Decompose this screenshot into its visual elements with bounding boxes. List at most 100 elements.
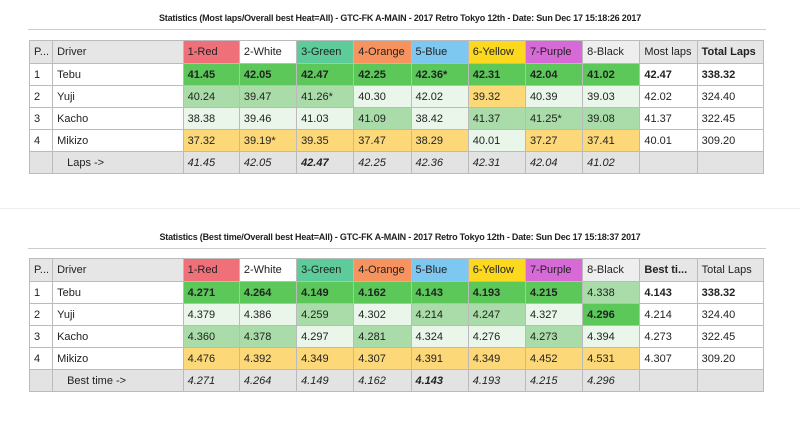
summary-empty-cell	[639, 151, 698, 174]
lane-result-cell: 40.30	[353, 85, 412, 108]
summary-lane-cell: 4.193	[467, 369, 526, 392]
summary-empty-cell	[696, 369, 765, 392]
lane-result-cell: 42.25	[353, 63, 412, 86]
column-header-lane-red[interactable]: 1-Red	[182, 40, 240, 64]
lane-result-cell: 4.360	[182, 325, 240, 348]
best-time-table: P... Driver 1-Red 2-White 3-Green 4-Orange 5-B…	[28, 258, 765, 392]
summary-lane-cell: 42.25	[353, 151, 412, 174]
column-header-total-laps[interactable]: Total Laps	[696, 258, 765, 282]
lane-result-cell: 37.27	[524, 129, 584, 152]
lane-result-cell: 41.02	[582, 63, 641, 86]
lane-result-cell: 39.47	[238, 85, 298, 108]
column-header-lane-white[interactable]: 2-White	[238, 40, 298, 64]
stats-title-best-time: Statistics (Best time/Overall best Heat=…	[159, 232, 641, 242]
lane-result-cell: 4.271	[182, 281, 240, 304]
column-header-lane-black[interactable]: 8-Black	[582, 40, 641, 64]
lane-result-cell: 4.392	[238, 347, 298, 370]
position-cell: 3	[28, 325, 54, 348]
lane-result-cell: 42.05	[238, 63, 298, 86]
summary-lane-cell: 4.296	[582, 369, 641, 392]
lane-result-cell: 4.302	[353, 303, 412, 326]
column-header-position[interactable]: P...	[28, 258, 54, 282]
lane-result-cell: 41.25*	[524, 107, 584, 130]
column-header-total-laps[interactable]: Total Laps	[696, 40, 765, 64]
driver-cell: Kacho	[52, 107, 184, 130]
column-header-lane-blue[interactable]: 5-Blue	[410, 258, 469, 282]
total-laps-cell: 322.45	[696, 325, 765, 348]
driver-cell: Tebu	[52, 281, 184, 304]
lane-result-cell: 4.193	[467, 281, 526, 304]
driver-cell: Tebu	[52, 63, 184, 86]
column-header-driver[interactable]: Driver	[52, 258, 184, 282]
position-cell: 2	[28, 85, 54, 108]
lane-result-cell: 4.273	[524, 325, 584, 348]
lane-result-cell: 4.143	[410, 281, 469, 304]
lane-result-cell: 39.03	[582, 85, 641, 108]
lane-result-cell: 38.38	[182, 107, 240, 130]
total-laps-cell: 322.45	[696, 107, 765, 130]
column-header-position[interactable]: P...	[28, 40, 54, 64]
lane-result-cell: 40.39	[524, 85, 584, 108]
lane-result-cell: 38.42	[410, 107, 469, 130]
table-row: 1 Tebu 41.45 42.05 42.47 42.25 42.36* 42.31 42.0…	[28, 63, 765, 86]
column-header-lane-white[interactable]: 2-White	[238, 258, 298, 282]
most-laps-table: P... Driver 1-Red 2-White 3-Green 4-Orange 5-B…	[28, 40, 765, 174]
best-cell: 4.307	[639, 347, 698, 370]
summary-lane-cell: 4.149	[296, 369, 355, 392]
lane-result-cell: 4.276	[467, 325, 526, 348]
lane-result-cell: 4.259	[296, 303, 355, 326]
summary-empty-cell	[28, 369, 54, 392]
lane-result-cell: 4.378	[238, 325, 298, 348]
position-cell: 3	[28, 107, 54, 130]
lane-result-cell: 37.32	[182, 129, 240, 152]
lane-result-cell: 37.41	[582, 129, 641, 152]
column-header-lane-red[interactable]: 1-Red	[182, 258, 240, 282]
summary-lane-cell: 42.05	[238, 151, 298, 174]
lane-result-cell: 4.324	[410, 325, 469, 348]
column-header-lane-yellow[interactable]: 6-Yellow	[467, 258, 526, 282]
total-laps-cell: 338.32	[696, 63, 765, 86]
summary-empty-cell	[639, 369, 698, 392]
total-laps-cell: 324.40	[696, 85, 765, 108]
column-header-best[interactable]: Most laps	[639, 40, 698, 64]
lane-result-cell: 4.214	[410, 303, 469, 326]
lane-result-cell: 39.46	[238, 107, 298, 130]
column-header-lane-green[interactable]: 3-Green	[296, 40, 355, 64]
table-row: 2 Yuji 4.379 4.386 4.259 4.302 4.214 4.247 4.327…	[28, 303, 765, 326]
driver-cell: Mikizo	[52, 347, 184, 370]
lane-result-cell: 4.349	[296, 347, 355, 370]
driver-cell: Yuji	[52, 85, 184, 108]
column-header-lane-purple[interactable]: 7-Purple	[524, 258, 584, 282]
column-header-best[interactable]: Best ti...	[639, 258, 698, 282]
column-header-lane-green[interactable]: 3-Green	[296, 258, 355, 282]
column-header-lane-yellow[interactable]: 6-Yellow	[467, 40, 526, 64]
summary-lane-cell: 41.45	[182, 151, 240, 174]
lane-result-cell: 39.35	[296, 129, 355, 152]
summary-lane-cell: 4.143	[410, 369, 469, 392]
summary-row: Best time -> 4.271 4.264 4.149 4.162 4.143 4.1…	[28, 369, 765, 392]
summary-empty-cell	[696, 151, 765, 174]
column-header-lane-orange[interactable]: 4-Orange	[353, 40, 412, 64]
stats-title-most-laps: Statistics (Most laps/Overall best Heat=…	[159, 13, 641, 23]
lane-result-cell: 40.01	[467, 129, 526, 152]
column-header-lane-black[interactable]: 8-Black	[582, 258, 641, 282]
summary-label: Laps ->	[52, 151, 184, 174]
best-cell: 41.37	[639, 107, 698, 130]
lane-result-cell: 4.338	[582, 281, 641, 304]
lane-result-cell: 42.31	[467, 63, 526, 86]
summary-row: Laps -> 41.45 42.05 42.47 42.25 42.36 42.31 42.…	[28, 151, 765, 174]
lane-result-cell: 37.47	[353, 129, 412, 152]
lane-result-cell: 42.47	[296, 63, 355, 86]
table-row: 3 Kacho 4.360 4.378 4.297 4.281 4.324 4.276 4.27…	[28, 325, 765, 348]
divider	[28, 29, 766, 30]
position-cell: 4	[28, 347, 54, 370]
column-header-driver[interactable]: Driver	[52, 40, 184, 64]
total-laps-cell: 309.20	[696, 129, 765, 152]
driver-cell: Kacho	[52, 325, 184, 348]
column-header-lane-purple[interactable]: 7-Purple	[524, 40, 584, 64]
column-header-lane-blue[interactable]: 5-Blue	[410, 40, 469, 64]
column-header-lane-orange[interactable]: 4-Orange	[353, 258, 412, 282]
lane-result-cell: 4.452	[524, 347, 584, 370]
table-row: 1 Tebu 4.271 4.264 4.149 4.162 4.143 4.193 4.215…	[28, 281, 765, 304]
total-laps-cell: 324.40	[696, 303, 765, 326]
